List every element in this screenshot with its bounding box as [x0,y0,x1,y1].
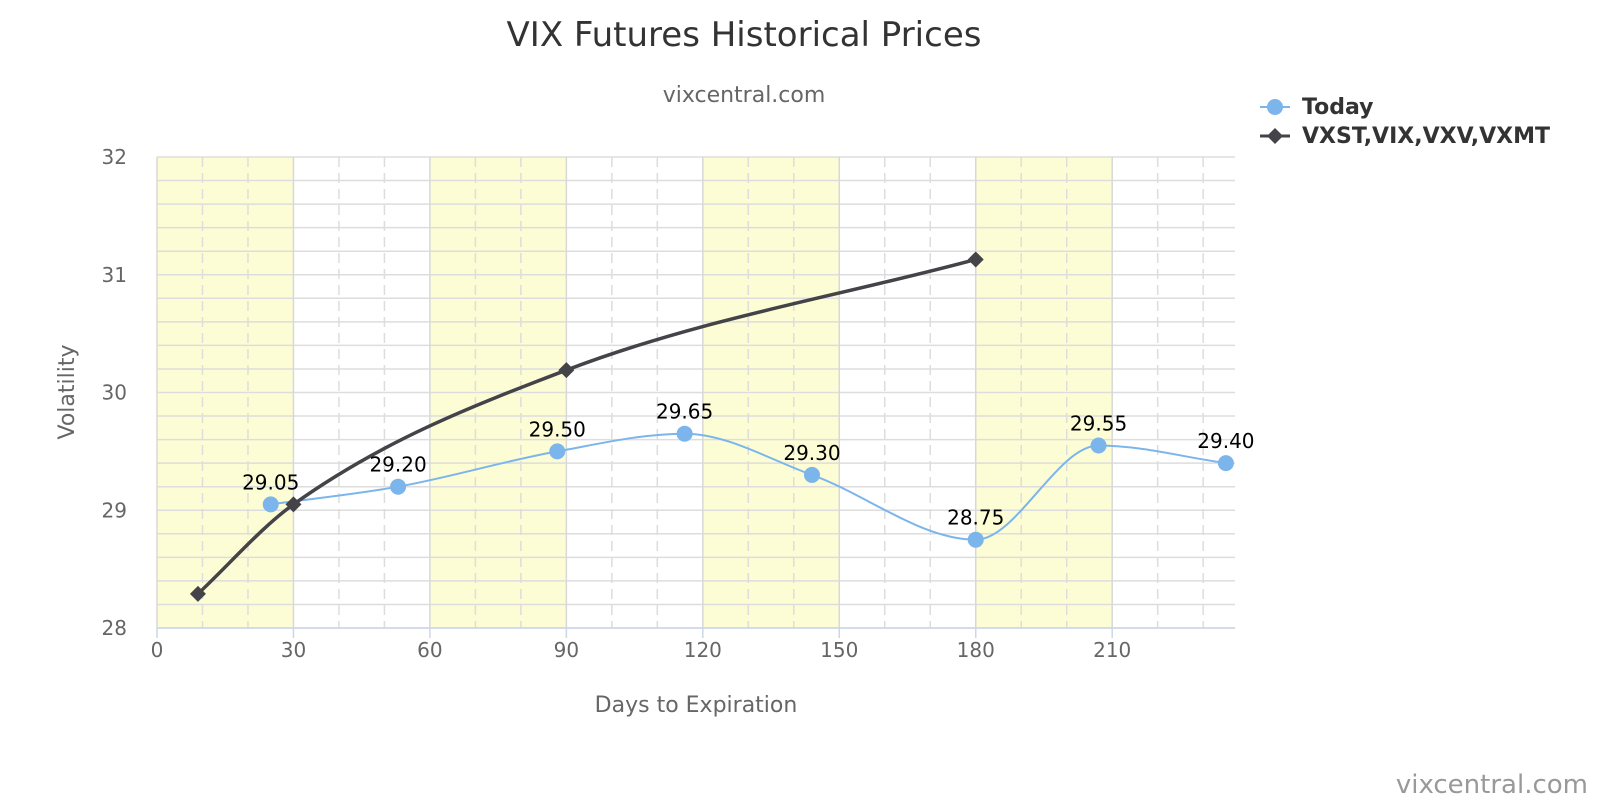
grid-lines [156,156,1235,629]
data-label: 29.50 [529,417,586,441]
legend-term-structure-label: VXST,VIX,VXV,VXMT [1302,124,1550,149]
chart-title: VIX Futures Historical Prices [507,15,982,55]
legend-item-term-structure[interactable]: VXST,VIX,VXV,VXMT [1260,124,1550,149]
x-tick-label: 90 [554,638,579,662]
point-term-structure [967,251,984,268]
point-term-structure [189,585,206,602]
series-line-0 [270,432,1227,541]
chart-subtitle: vixcentral.com [663,83,826,108]
point-today [1090,437,1107,454]
y-axis-title: Volatility [55,344,80,439]
point-today [549,443,566,460]
y-tick-label: 28 [102,616,127,640]
y-tick-label: 32 [102,145,127,169]
x-tick-label: 120 [684,638,722,662]
legend-term-structure-marker [1267,128,1283,144]
point-today [676,425,693,442]
data-label: 28.75 [947,506,1004,530]
data-label: 29.40 [1197,429,1254,453]
axes: 0 30 60 90 120 150 180 210 28 29 30 31 32 [102,145,1235,662]
x-axis-title: Days to Expiration [595,693,798,718]
x-tick-label: 60 [417,638,442,662]
point-today [262,496,279,513]
point-today [803,466,820,483]
series-layer [189,251,1234,602]
point-term-structure [558,362,575,379]
point-today [967,531,984,548]
data-label: 29.30 [783,441,840,465]
data-labels: 29.05 29.20 29.50 29.65 29.30 28.75 29.55 29.40 [242,400,1254,530]
x-tick-label: 150 [820,638,858,662]
data-label: 29.05 [242,470,299,494]
legend-today-marker [1267,99,1283,115]
x-tick-label: 180 [957,638,995,662]
data-label: 29.65 [656,400,713,424]
point-today [1217,455,1234,472]
y-tick-label: 29 [102,498,127,522]
y-tick-label: 30 [102,381,127,405]
legend: Today VXST,VIX,VXV,VXMT [1260,95,1550,149]
data-label: 29.55 [1070,411,1127,435]
point-term-structure [285,496,302,513]
data-label: 29.20 [369,453,426,477]
credit-text: vixcentral.com [1396,770,1588,800]
y-tick-label: 31 [102,263,127,287]
legend-today-label: Today [1302,95,1373,120]
point-today [390,478,407,495]
x-tick-label: 30 [281,638,306,662]
x-tick-label: 210 [1093,638,1131,662]
series-line-1 [196,257,977,596]
legend-item-today[interactable]: Today [1260,95,1373,120]
x-tick-label: 0 [151,638,164,662]
